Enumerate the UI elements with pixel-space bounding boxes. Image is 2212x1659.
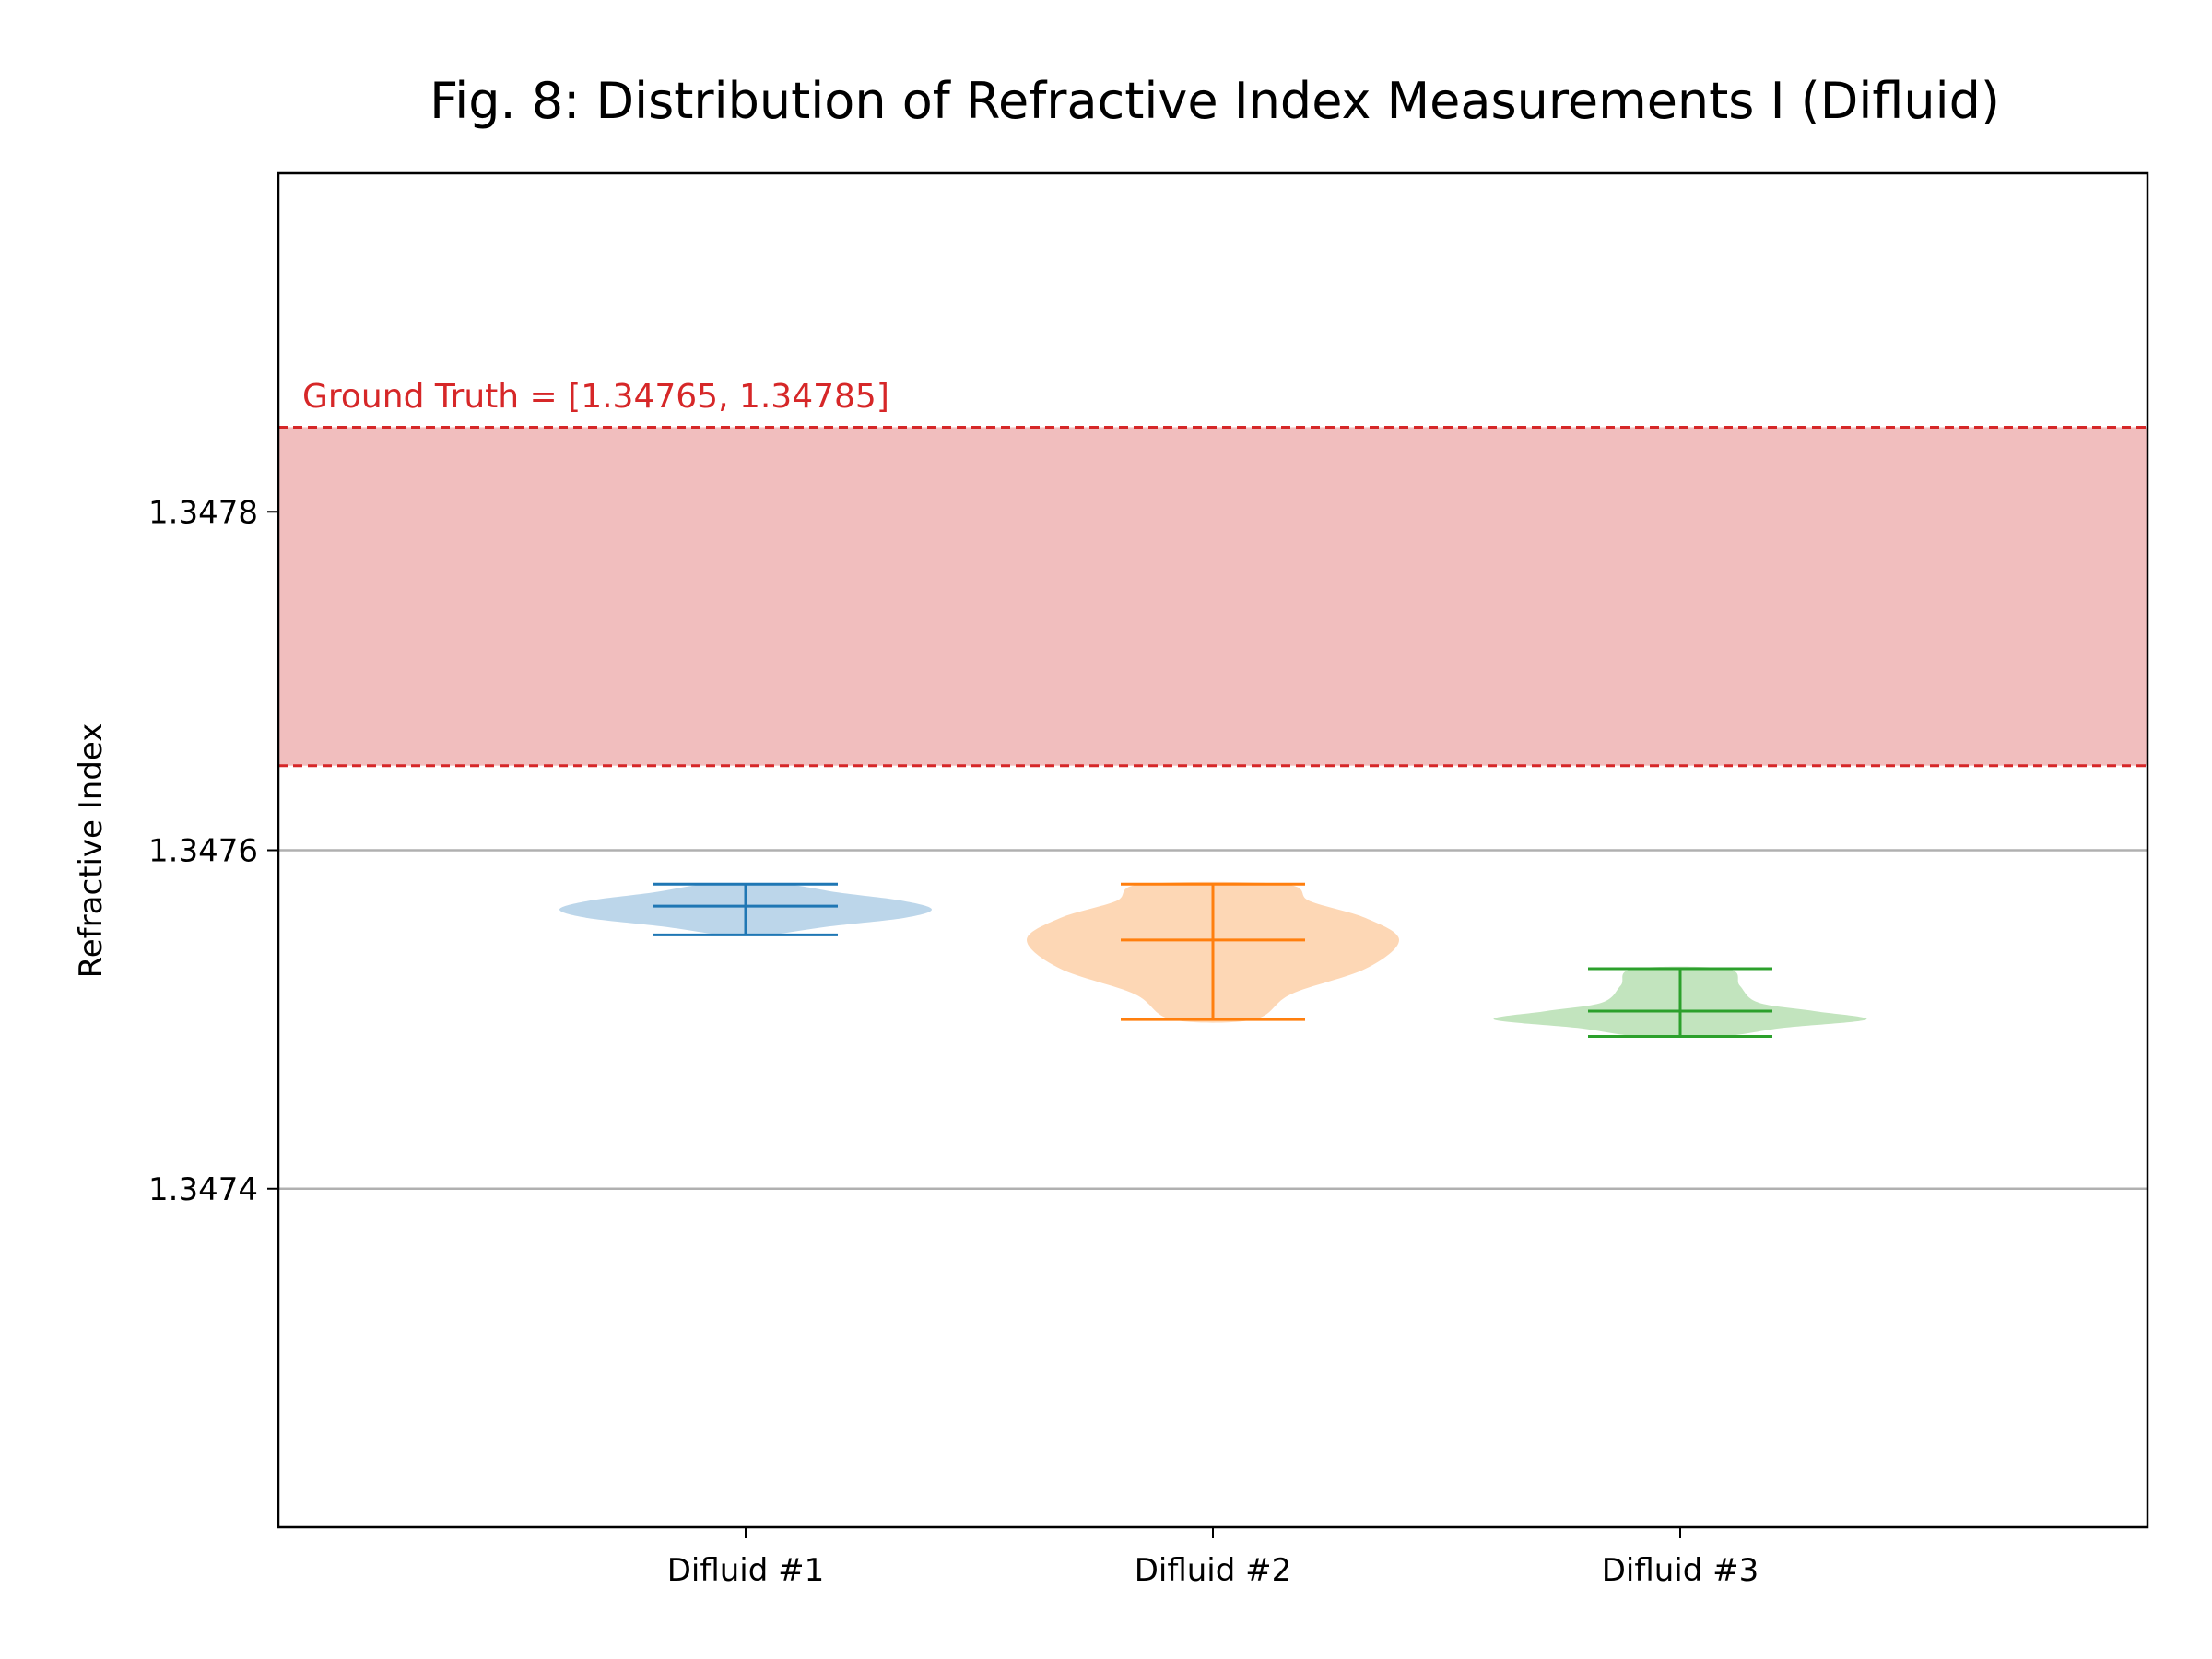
x-tick-label: Difluid #3 [1602, 1552, 1759, 1589]
y-tick-label: 1.3476 [148, 833, 258, 870]
ground-truth-band [278, 425, 2147, 768]
violins [559, 881, 1867, 1038]
x-tick-label: Difluid #1 [667, 1552, 825, 1589]
axes: 1.3474 1.3476 1.3478 Difluid #1 Difluid #2 Di… [148, 171, 2149, 1589]
violin-2 [1027, 881, 1399, 1023]
ground-truth-area [278, 427, 2147, 766]
plot-frame [276, 171, 2149, 1529]
y-tick-label: 1.3478 [148, 494, 258, 531]
chart-title: Fig. 8: Distribution of Refractive Index… [429, 72, 2000, 130]
x-tick-label: Difluid #2 [1135, 1552, 1292, 1589]
violin-3 [1493, 966, 1867, 1038]
y-axis-label: Refractive Index [73, 724, 110, 979]
violin-1 [559, 882, 932, 936]
ground-truth-label: Ground Truth = [1.34765, 1.34785] [302, 378, 889, 416]
y-tick-label: 1.3474 [148, 1171, 258, 1208]
